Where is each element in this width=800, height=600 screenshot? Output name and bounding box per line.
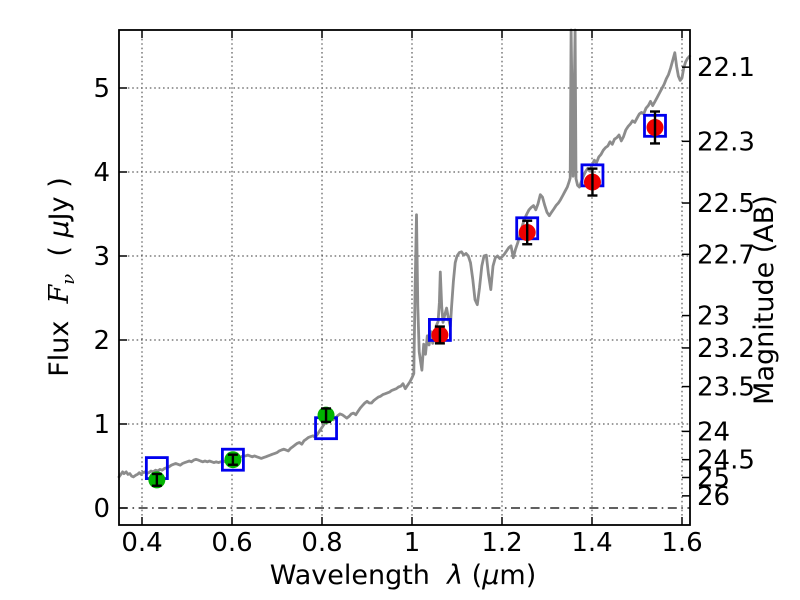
x-tick-label-0.6: 0.6	[211, 528, 252, 558]
right-y-tick-label-25: 25	[697, 464, 730, 494]
right-y-tick-label-23.5: 23.5	[697, 373, 755, 403]
x-tick-label-1.2: 1.2	[481, 528, 522, 558]
left-y-tick-label-5: 5	[93, 74, 110, 104]
x-tick-label-1.6: 1.6	[661, 528, 702, 558]
left-y-tick-label-3: 3	[93, 242, 110, 272]
model-spectrum-line	[117, 28, 692, 479]
x-tick-label-1: 1	[404, 528, 421, 558]
right-y-tick-label-24: 24	[697, 417, 730, 447]
axes-frame-layer	[118, 29, 691, 526]
right-y-tick-label-22.3: 22.3	[697, 127, 755, 157]
x-tick-label-0.4: 0.4	[121, 528, 162, 558]
left-y-tick-label-4: 4	[93, 158, 110, 188]
left-y-tick-label-2: 2	[93, 326, 110, 356]
right-y-tick-label-22.5: 22.5	[697, 189, 755, 219]
left-y-axis-title: Flux Fν ( μJy )	[44, 177, 79, 377]
right-y-tick-label-23: 23	[697, 302, 730, 332]
right-y-tick-label-26: 26	[697, 482, 730, 512]
right-y-tick-label-23.2: 23.2	[697, 334, 755, 364]
right-y-tick-label-22.7: 22.7	[697, 240, 755, 270]
model-point-1	[220, 447, 245, 472]
right-y-tick-label-22.1: 22.1	[697, 53, 755, 83]
left-y-tick-label-0: 0	[93, 494, 110, 524]
tick-label-layer: 0.4 0.6 0.8 1 1.2 1.4 1.601234522.122.322.522.…	[93, 53, 754, 558]
right-y-tick-label-24.5: 24.5	[697, 446, 755, 476]
axes-frame	[118, 29, 691, 526]
x-axis-title: Wavelength λ (μm)	[270, 560, 536, 591]
x-tick-label-1.4: 1.4	[571, 528, 612, 558]
right-y-axis-title: Magnitude (AB)	[749, 195, 780, 405]
marker-layer	[144, 110, 667, 489]
spectrum-layer	[117, 28, 692, 479]
left-y-tick-label-1: 1	[93, 410, 110, 440]
x-tick-label-0.8: 0.8	[301, 528, 342, 558]
grid-layer	[119, 30, 690, 525]
